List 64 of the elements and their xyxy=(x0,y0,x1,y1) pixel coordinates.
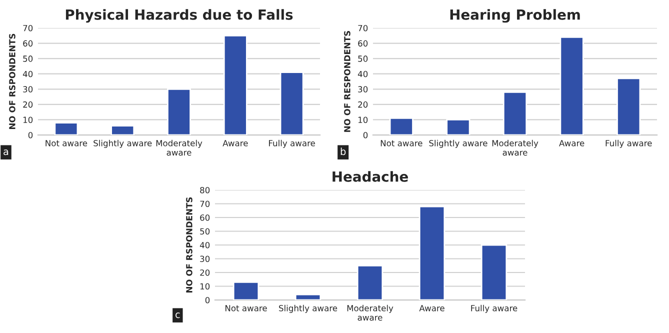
bar xyxy=(389,117,414,135)
x-tick-label: Fully aware xyxy=(471,304,518,313)
x-tick-label: Fully aware xyxy=(606,140,652,148)
bar xyxy=(446,119,470,135)
y-tick-label: 50 xyxy=(358,56,368,62)
x-tick-label: Slightly aware xyxy=(94,140,152,148)
y-tick-label: 40 xyxy=(358,70,368,78)
y-tick-label: 60 xyxy=(200,214,210,221)
y-tick-label: 60 xyxy=(358,40,368,47)
y-tick-label: 40 xyxy=(200,242,210,248)
y-tick-label: 10 xyxy=(200,283,210,290)
bar xyxy=(560,36,584,135)
bar xyxy=(110,125,135,135)
y-tick-label: 70 xyxy=(23,24,33,32)
bar xyxy=(356,264,384,300)
chart-title: Headache xyxy=(332,171,408,182)
y-tick-label: 40 xyxy=(22,70,33,78)
x-tick-label: Aware xyxy=(559,140,584,146)
bar xyxy=(480,244,508,300)
x-tick-label: Slightly aware xyxy=(279,304,338,313)
y-tick-label: 0 xyxy=(363,132,368,138)
x-tick-label: Slightly aware xyxy=(429,140,488,148)
y-tick-label: 10 xyxy=(23,116,33,123)
chart-title: Hearing Problem xyxy=(450,9,580,23)
y-tick-label: 30 xyxy=(358,86,368,92)
bar xyxy=(280,72,304,135)
bar xyxy=(223,34,248,135)
y-tick-label: 60 xyxy=(23,40,33,47)
y-axis-title: NO OF RESPONDENTS xyxy=(344,31,350,132)
x-tick-label: Moderately aware xyxy=(347,304,394,321)
bar xyxy=(616,78,641,135)
x-tick-label: Aware xyxy=(222,140,248,146)
bar xyxy=(54,122,78,135)
bar xyxy=(167,88,191,135)
y-tick-label: 30 xyxy=(200,256,210,262)
bar xyxy=(418,206,446,300)
y-tick-label: 20 xyxy=(23,101,33,108)
y-tick-label: 0 xyxy=(28,132,33,138)
y-axis-title: NO OF RSPONDENTS xyxy=(186,197,192,292)
y-tick-label: 70 xyxy=(200,200,210,208)
x-tick-label: Not aware xyxy=(46,140,88,146)
x-tick-label: Moderately aware xyxy=(492,140,538,156)
y-tick-label: 70 xyxy=(358,24,368,32)
x-tick-label: Not aware xyxy=(380,140,422,146)
x-tick-label: Aware xyxy=(419,305,444,312)
chart-title: Physical Hazards due to Falls xyxy=(66,9,293,23)
bar xyxy=(294,294,322,300)
y-tick-label: 20 xyxy=(358,101,368,108)
bar xyxy=(502,92,528,135)
bar xyxy=(232,281,260,300)
x-tick-label: Moderately aware xyxy=(156,140,202,156)
y-tick-label: 20 xyxy=(200,269,210,276)
y-tick-label: 50 xyxy=(200,228,210,235)
y-axis-title: NO OF RSPONDENTS xyxy=(9,34,16,129)
x-tick-label: Fully aware xyxy=(269,140,315,148)
y-tick-label: 80 xyxy=(200,186,210,194)
text: a xyxy=(4,150,8,156)
y-tick-label: 0 xyxy=(205,296,210,304)
y-tick-label: 50 xyxy=(23,56,33,62)
text: c xyxy=(176,312,180,318)
y-tick-label: 10 xyxy=(358,116,368,123)
text: b xyxy=(340,148,346,156)
x-tick-label: Not aware xyxy=(225,305,267,312)
y-tick-label: 30 xyxy=(23,86,33,92)
